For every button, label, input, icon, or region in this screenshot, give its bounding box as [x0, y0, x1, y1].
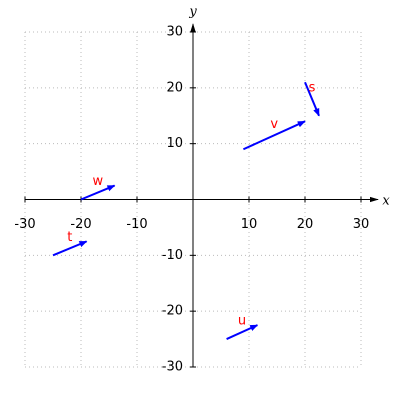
y-tick-label: -10	[162, 248, 183, 263]
vector-arrow	[226, 324, 259, 340]
vector-arrow	[80, 184, 116, 201]
x-axis-label: x	[382, 194, 390, 209]
vector-label: u	[238, 314, 246, 329]
x-tick-label: -20	[70, 217, 91, 232]
y-tick-label: -30	[162, 360, 183, 375]
y-tick-label: 30	[166, 25, 183, 40]
x-tick-label: 30	[353, 217, 370, 232]
vector-arrow	[52, 240, 88, 257]
y-tick-label: 10	[166, 136, 183, 151]
x-tick-label: 10	[241, 217, 258, 232]
x-tick-label: -10	[126, 217, 147, 232]
y-axis-label: y	[188, 5, 197, 20]
x-tick-label: 20	[297, 217, 314, 232]
vector-label: v	[270, 117, 278, 132]
x-tick-label: -30	[14, 217, 35, 232]
y-tick-label: -20	[162, 304, 183, 319]
vector-label: s	[309, 81, 316, 96]
vector-arrow	[242, 120, 306, 151]
y-tick-label: 20	[166, 80, 183, 95]
vector-arrow	[304, 81, 320, 117]
vector-label: t	[67, 230, 72, 245]
vector-label: w	[92, 174, 103, 189]
